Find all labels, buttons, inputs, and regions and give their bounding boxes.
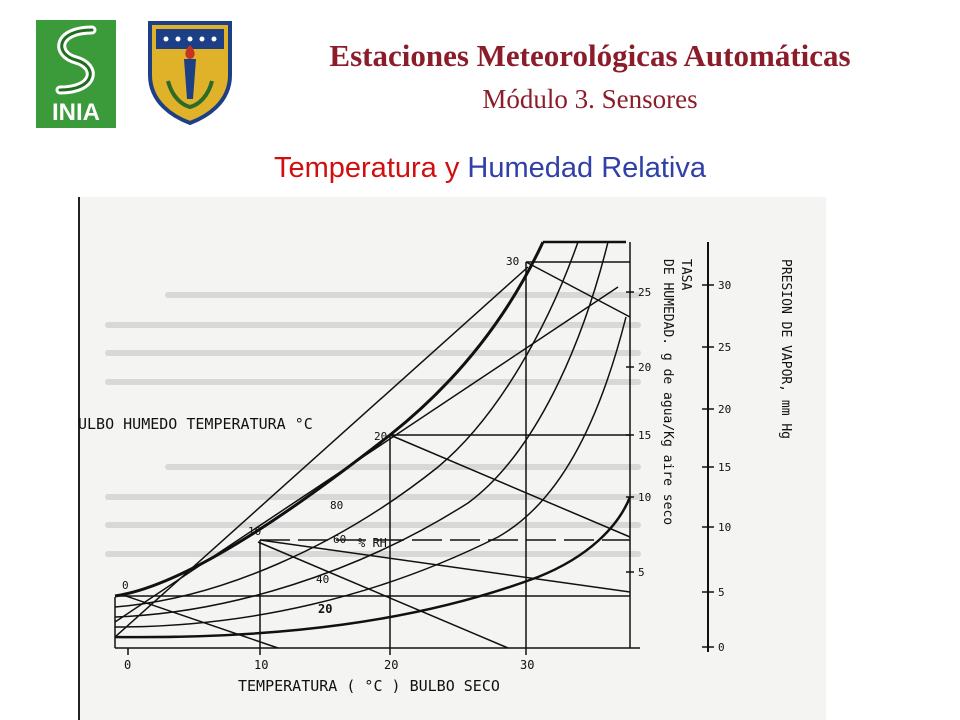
- saturation-curve: [114, 241, 545, 598]
- humidity-rate-label-2: DE HUMEDAD. g de agua/Kg aire seco: [660, 259, 675, 525]
- humidity-tick-20: 20: [638, 361, 651, 374]
- inia-logo-text: INIA: [52, 99, 100, 126]
- pressure-tick-20: 20: [718, 403, 731, 416]
- rh-20-curve: [114, 496, 632, 639]
- humidity-tick-10: 10: [638, 491, 651, 504]
- pressure-tick-5: 5: [718, 586, 725, 599]
- dry-bulb-axis-label: TEMPERATURA ( °C ) BULBO SECO: [238, 677, 500, 695]
- flame-icon: [185, 45, 195, 59]
- section-title-join: y: [444, 152, 460, 184]
- rh-80-curve: [114, 241, 579, 608]
- scan-left-edge: [78, 197, 80, 720]
- wet-bulb-mark-0: 0: [122, 579, 129, 592]
- humidity-tick-25: 25: [638, 286, 651, 299]
- rh-curve-label-20: 20: [318, 602, 332, 616]
- inia-logo: INIA: [36, 20, 116, 128]
- x-tick-20: 20: [384, 658, 398, 672]
- pressure-tick-15: 15: [718, 461, 731, 474]
- wet-bulb-line-20: [389, 434, 631, 538]
- wet-bulb-mark-20: 20: [374, 430, 387, 443]
- torch-icon: [184, 59, 196, 99]
- page-title: Estaciones Meteorológicas Automáticas: [329, 38, 851, 73]
- wet-bulb-mark-30: 30: [506, 255, 519, 268]
- humidity-tick-5: 5: [638, 566, 645, 579]
- rh-curve-label-60: 60: [333, 533, 346, 546]
- chart-lines: [114, 240, 714, 655]
- wet-bulb-line-10: [259, 539, 631, 593]
- pressure-tick-25: 25: [718, 341, 731, 354]
- laurel-icon: [166, 80, 214, 110]
- inia-s-outline: [58, 28, 94, 92]
- pressure-tick-10: 10: [718, 521, 731, 534]
- rh-curve-label-80: 80: [330, 499, 343, 512]
- section-title: Temperatura y Humedad Relativa: [170, 152, 810, 185]
- inia-logo-background: [36, 20, 116, 128]
- rh-60-curve: [114, 241, 609, 618]
- wet-bulb-axis-label: ULBO HUMEDO TEMPERATURA °C: [78, 415, 313, 433]
- section-title-humidity: Humedad Relativa: [467, 152, 706, 184]
- humidity-tick-15: 15: [638, 429, 651, 442]
- vapor-pressure-label: PRESION DE VAPOR, mm Hg: [778, 259, 793, 439]
- rh-curve-label-40: 40: [316, 573, 329, 586]
- section-title-temperature: Temperatura: [273, 152, 437, 184]
- wet-bulb-line-0: [122, 594, 279, 649]
- wet-bulb-diag-b: [114, 286, 619, 623]
- psychrometric-chart-scan: ULBO HUMEDO TEMPERATURA °C TEMPERATURA (…: [78, 197, 826, 720]
- rh-40-curve: [114, 316, 627, 628]
- udec-crest-logo: [148, 21, 232, 125]
- x-tick-0: 0: [124, 658, 131, 672]
- pressure-tick-0: 0: [718, 641, 725, 654]
- wet-bulb-diag-c: [257, 541, 509, 649]
- page-subtitle: Módulo 3. Sensores: [482, 84, 698, 114]
- humidity-rate-label-1: TASA: [678, 259, 693, 290]
- pressure-tick-30: 30: [718, 279, 731, 292]
- x-tick-30: 30: [520, 658, 534, 672]
- rh-label: % RH: [358, 536, 387, 550]
- x-tick-10: 10: [254, 658, 268, 672]
- wet-bulb-mark-10: 10: [248, 525, 261, 538]
- wet-bulb-line-30a: [525, 261, 631, 318]
- psychrometric-chart: ULBO HUMEDO TEMPERATURA °C TEMPERATURA (…: [78, 197, 793, 720]
